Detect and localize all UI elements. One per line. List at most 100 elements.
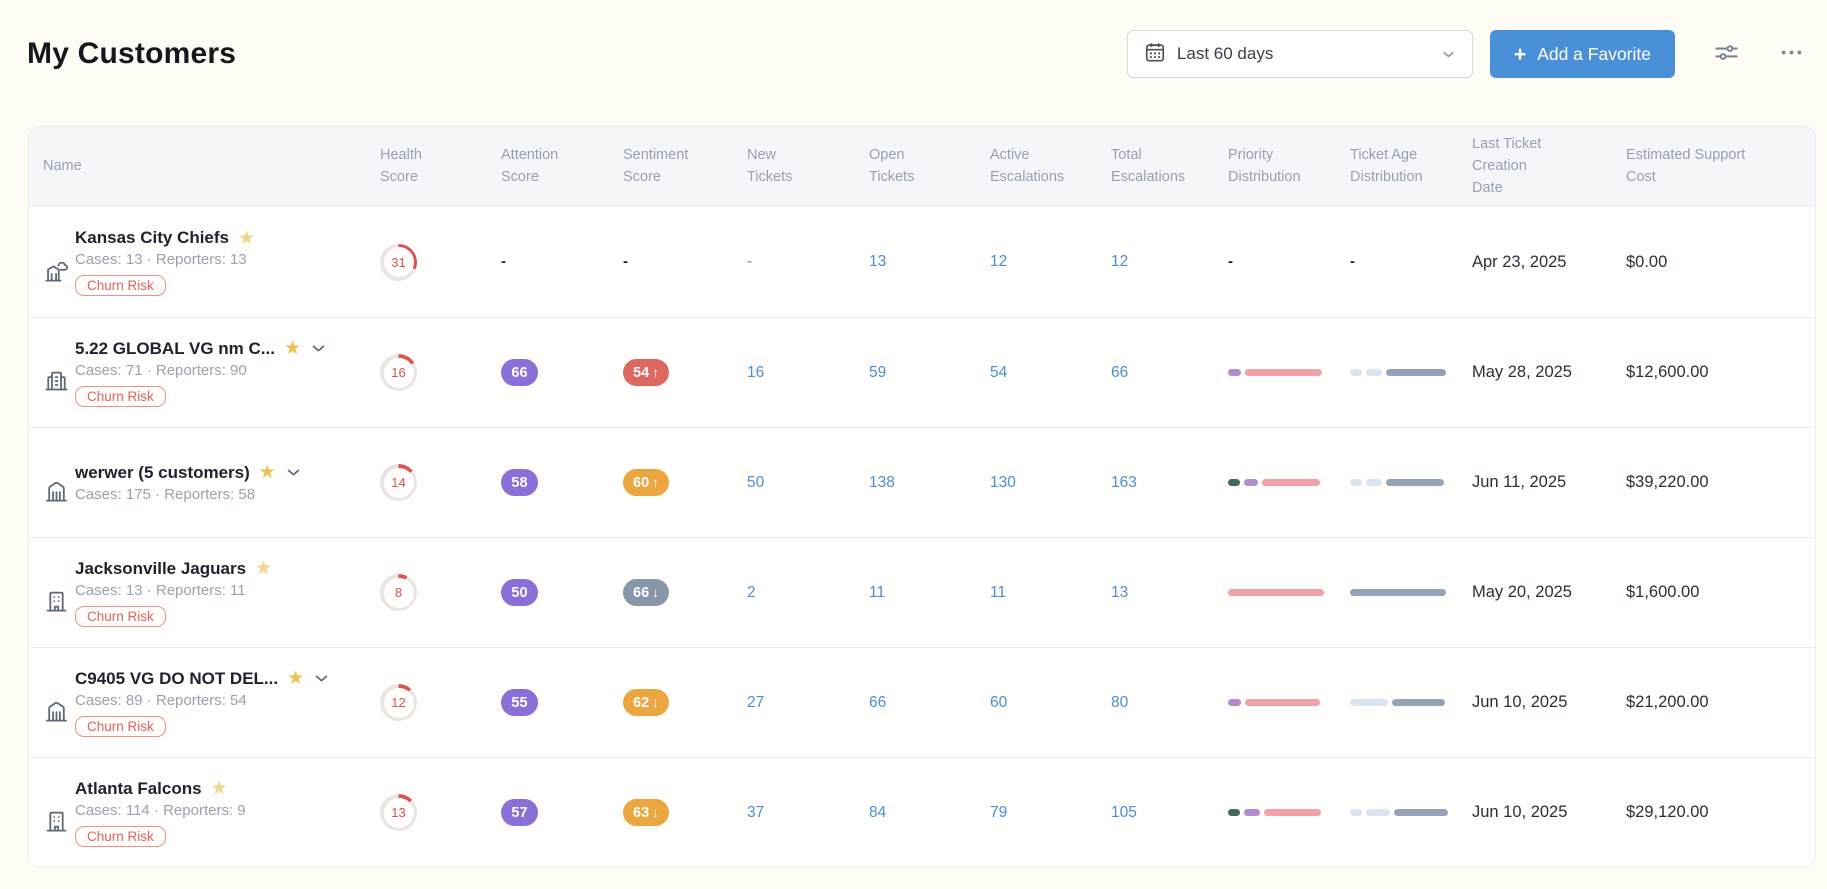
column-header-total-escalations[interactable]: Total Escalations [1111,147,1186,185]
customer-name[interactable]: werwer (5 customers) [75,462,250,482]
distribution-segment [1394,809,1449,816]
empty-value: - [623,253,628,270]
new-tickets-cell: 37 [747,804,869,822]
table-row[interactable]: Jacksonville Jaguars ★ Cases: 13 · Repor… [29,537,1815,647]
health-score-cell: 13 [380,794,501,831]
active-escalations-cell: 11 [990,584,1111,602]
open-tickets-link[interactable]: 84 [869,803,887,821]
ticket-age-distribution-bar [1350,809,1449,816]
open-tickets-link[interactable]: 13 [869,253,887,270]
last-ticket-date: Apr 23, 2025 [1472,252,1567,271]
column-settings-button[interactable] [1713,39,1740,69]
health-score-cell: 16 [380,354,501,391]
open-tickets-link[interactable]: 138 [869,473,895,491]
active-escalations-cell: 79 [990,804,1111,822]
column-header-attention-score[interactable]: Attention Score [501,147,559,185]
new-tickets-link[interactable]: 2 [747,583,756,601]
customer-name[interactable]: Atlanta Falcons [75,778,202,798]
open-tickets-link[interactable]: 11 [869,583,886,601]
active-escalations-link[interactable]: 130 [990,473,1016,491]
customer-name[interactable]: 5.22 GLOBAL VG nm C... [75,338,275,358]
distribution-segment [1228,479,1241,486]
attention-score-cell: - [501,253,623,271]
table-row[interactable]: Atlanta Falcons ★ Cases: 114 · Reporters… [29,757,1815,867]
active-escalations-cell: 54 [990,364,1111,382]
sentiment-score-cell: 66 ↓ [623,579,747,606]
customer-name[interactable]: Kansas City Chiefs [75,228,229,247]
column-header-priority-distribution[interactable]: Priority Distribution [1228,147,1301,185]
open-tickets-link[interactable]: 59 [869,363,887,381]
chevron-down-icon[interactable] [310,340,327,357]
total-escalations-link[interactable]: 13 [1111,583,1129,601]
more-options-button[interactable] [1778,39,1805,69]
distribution-segment [1245,699,1321,706]
chevron-down-icon[interactable] [285,464,302,481]
column-header-new-tickets[interactable]: New Tickets [747,147,793,185]
total-escalations-link[interactable]: 80 [1111,693,1129,711]
column-header-active-escalations[interactable]: Active Escalations [990,147,1065,185]
table-row[interactable]: C9405 VG DO NOT DEL... ★ Cases: 89 · Rep… [29,647,1815,757]
distribution-segment [1385,369,1447,376]
column-header-health-score[interactable]: Health Score [380,147,422,185]
empty-value: - [501,253,506,270]
new-tickets-link[interactable]: 16 [747,363,765,381]
active-escalations-link[interactable]: 12 [990,253,1008,270]
favorite-star-icon[interactable]: ★ [255,558,273,579]
total-escalations-cell: 80 [1111,694,1228,712]
chevron-down-icon[interactable] [313,670,330,687]
active-escalations-cell: 60 [990,694,1111,712]
page-title: My Customers [27,37,237,70]
column-header-last-ticket-date[interactable]: Last Ticket Creation Date [1472,136,1542,196]
favorite-star-icon[interactable]: ★ [287,668,305,689]
new-tickets-cell: 27 [747,694,869,712]
column-header-ticket-age-distribution[interactable]: Ticket Age Distribution [1350,147,1423,185]
distribution-segment [1350,369,1363,376]
ticket-age-distribution-bar [1350,699,1446,706]
attention-score-pill: 66 [501,359,538,386]
table-row[interactable]: werwer (5 customers) ★ Cases: 175 · Repo… [29,427,1815,537]
active-escalations-link[interactable]: 79 [990,803,1008,821]
distribution-segment [1245,369,1323,376]
open-tickets-cell: 84 [869,804,990,822]
support-cost: $0.00 [1626,252,1668,271]
sentiment-score-cell: 54 ↑ [623,359,747,386]
column-header-support-cost[interactable]: Estimated Support Cost [1626,147,1746,185]
new-tickets-link[interactable]: 37 [747,803,765,821]
distribution-segment [1350,699,1389,706]
new-tickets-link[interactable]: 27 [747,693,765,711]
active-escalations-link[interactable]: 54 [990,363,1008,381]
total-escalations-link[interactable]: 12 [1111,253,1129,270]
column-header-open-tickets[interactable]: Open Tickets [869,147,915,185]
empty-value: - [1350,253,1355,270]
open-tickets-link[interactable]: 66 [869,693,887,711]
last-ticket-date: May 20, 2025 [1472,583,1572,601]
total-escalations-link[interactable]: 163 [1111,473,1137,491]
customer-name[interactable]: C9405 VG DO NOT DEL... [75,668,279,688]
total-escalations-link[interactable]: 105 [1111,803,1137,821]
favorite-star-icon[interactable]: ★ [283,338,301,359]
customer-meta: Cases: 71 · Reporters: 90 [75,361,247,379]
attention-score-pill: 57 [501,799,538,826]
attention-score-cell: 57 [501,799,623,826]
favorite-star-icon[interactable]: ★ [210,778,228,799]
active-escalations-link[interactable]: 11 [990,583,1007,601]
distribution-segment [1228,699,1242,706]
date-range-value: Last 60 days [1176,44,1274,63]
add-favorite-button[interactable]: + Add a Favorite [1489,30,1675,78]
table-row[interactable]: Kansas City Chiefs ★ Cases: 13 · Reporte… [29,207,1815,317]
new-tickets-link[interactable]: 50 [747,473,765,491]
column-header-name[interactable]: Name [43,158,82,175]
active-escalations-link[interactable]: 60 [990,693,1008,711]
favorite-star-icon[interactable]: ★ [258,462,276,483]
table-row[interactable]: 5.22 GLOBAL VG nm C... ★ Cases: 71 · Rep… [29,317,1815,427]
ticket-age-distribution-bar [1350,369,1447,376]
distribution-segment [1366,369,1382,376]
date-range-select[interactable]: Last 60 days [1126,30,1473,78]
sliders-icon [1713,39,1740,69]
customer-name[interactable]: Jacksonville Jaguars [75,558,247,578]
column-header-sentiment-score[interactable]: Sentiment Score [623,147,689,185]
customers-table: Name Health Score Attention Score Sentim… [28,126,1816,868]
favorite-star-icon[interactable]: ★ [238,227,256,249]
support-cost: $29,120.00 [1626,803,1709,821]
total-escalations-link[interactable]: 66 [1111,363,1129,381]
